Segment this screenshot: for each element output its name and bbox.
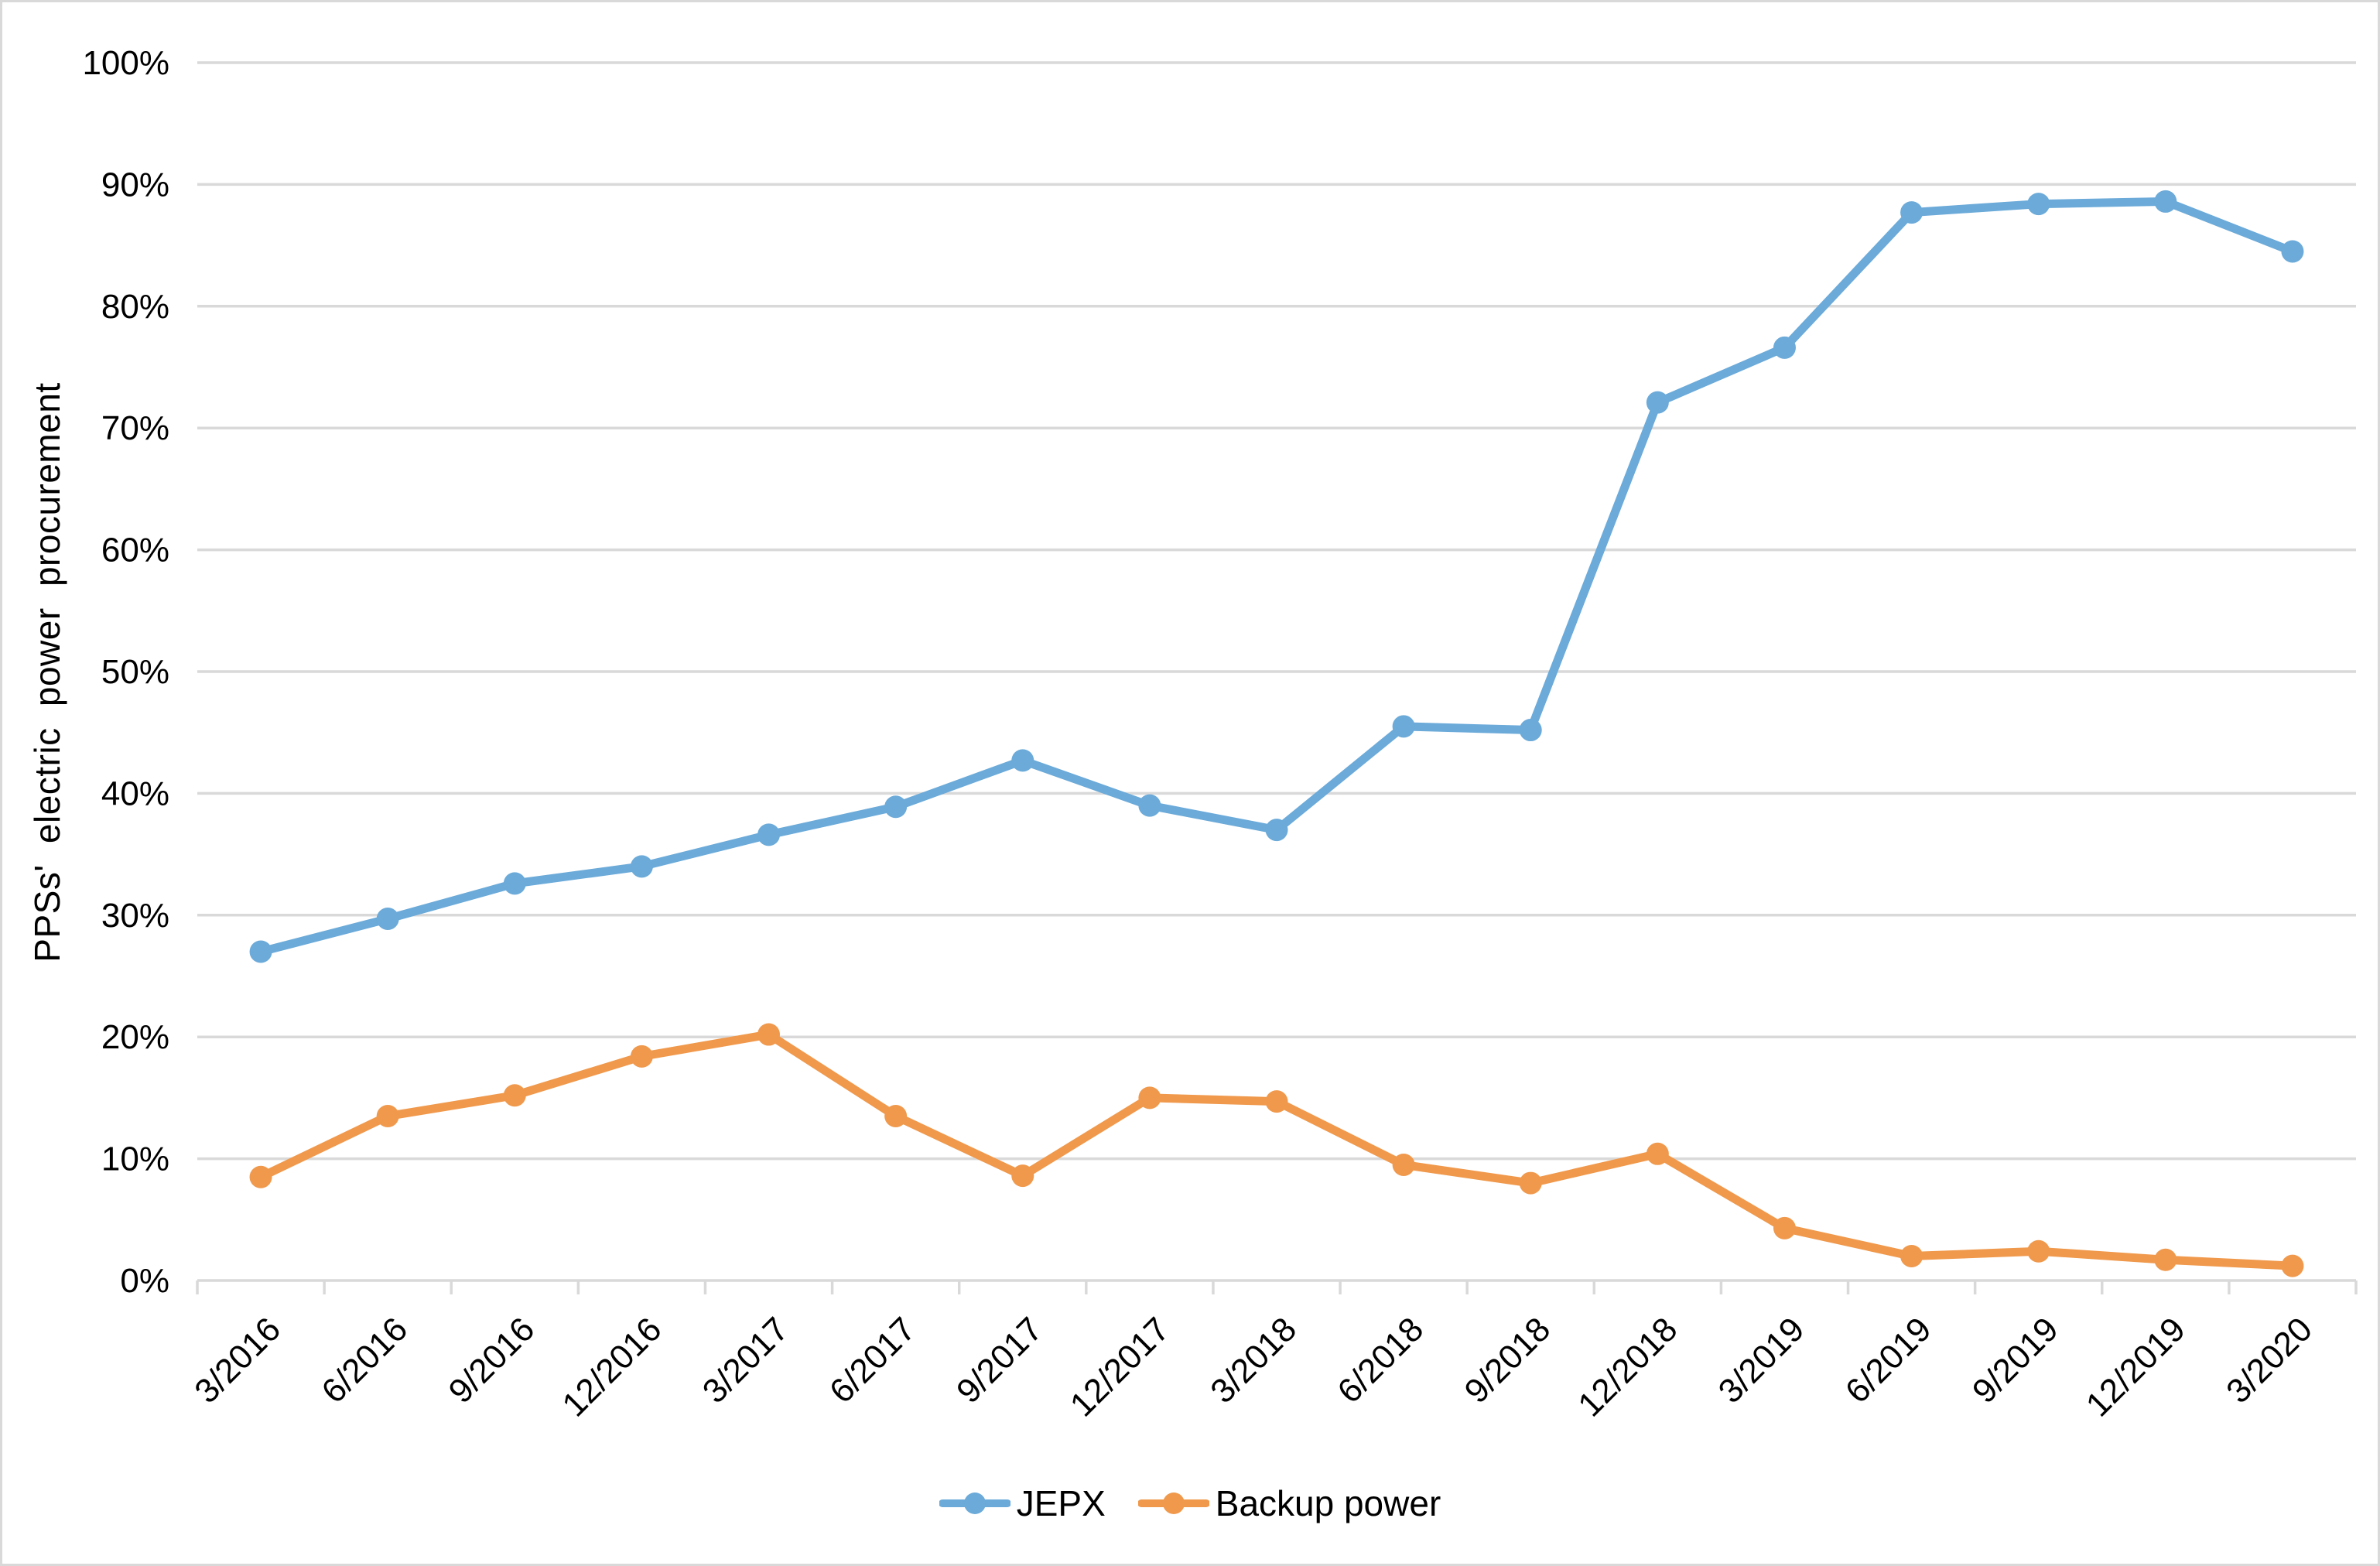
backup-power-point <box>2027 1239 2050 1263</box>
jepx-point <box>884 795 908 819</box>
backup-power-point <box>249 1165 272 1188</box>
x-axis-tick-label: 9/2019 <box>1965 1310 2066 1410</box>
y-axis-tick-label: 10% <box>101 1140 169 1178</box>
y-axis-tick-label: 70% <box>101 409 169 447</box>
x-axis-tick-label: 6/2017 <box>822 1310 923 1410</box>
x-axis-tick-label: 3/2020 <box>2219 1310 2320 1410</box>
x-axis-tick-label: 12/2016 <box>555 1310 669 1424</box>
x-axis-tick-label: 12/2018 <box>1571 1310 1684 1424</box>
x-axis-tick-label: 3/2018 <box>1203 1310 1304 1410</box>
legend: JEPX Backup power <box>2 1474 2378 1533</box>
backup-power-legend-marker-icon <box>1137 1492 1209 1514</box>
backup-power-point <box>1138 1086 1161 1110</box>
jepx-point <box>1773 336 1796 359</box>
y-axis-tick-label: 30% <box>101 897 169 935</box>
jepx-point <box>1392 715 1415 738</box>
x-axis-tick-label: 9/2017 <box>949 1310 1050 1410</box>
backup-power-point <box>630 1045 653 1068</box>
backup-power-point <box>2281 1254 2304 1277</box>
x-axis-tick-label: 6/2016 <box>314 1310 415 1410</box>
jepx-point <box>1265 819 1288 842</box>
backup-power-point <box>1011 1164 1034 1188</box>
y-axis-tick-label: 90% <box>101 166 169 203</box>
legend-label-backup-power: Backup power <box>1215 1483 1441 1523</box>
jepx-point <box>1519 719 1542 742</box>
legend-item-jepx: JEPX <box>939 1482 1106 1524</box>
backup-power-point <box>884 1105 908 1128</box>
x-axis-tick-label: 12/2017 <box>1063 1310 1177 1424</box>
backup-power-line <box>256 1030 2297 1270</box>
jepx-point <box>1900 201 1923 224</box>
jepx-point <box>1011 749 1034 772</box>
jepx-legend-marker-icon <box>939 1492 1010 1514</box>
jepx-point <box>757 823 781 846</box>
backup-power-point <box>1392 1153 1415 1176</box>
jepx-point <box>630 855 653 878</box>
x-axis-tick-label: 6/2018 <box>1330 1310 1431 1410</box>
y-axis-tick-label: 50% <box>101 653 169 691</box>
y-axis-tick-label: 0% <box>120 1262 169 1300</box>
x-axis-tick-label: 9/2016 <box>442 1310 542 1410</box>
jepx-point <box>249 940 272 963</box>
jepx-point <box>503 872 526 895</box>
x-axis-tick-label: 3/2017 <box>696 1310 796 1410</box>
jepx-point <box>376 908 399 931</box>
backup-power-point <box>376 1105 399 1128</box>
legend-label-jepx: JEPX <box>1016 1483 1106 1523</box>
backup-power-point <box>503 1084 526 1107</box>
x-axis-tick-label: 12/2019 <box>2079 1310 2193 1424</box>
x-axis-tick-label: 3/2019 <box>1711 1310 1812 1410</box>
y-axis-tick-label: 100% <box>82 44 169 82</box>
backup-power-point <box>1646 1142 1669 1165</box>
jepx-point <box>2027 193 2050 216</box>
backup-power-point <box>1265 1090 1288 1113</box>
jepx-point <box>2154 190 2177 213</box>
backup-power-point <box>1773 1216 1796 1239</box>
jepx-point <box>1138 794 1161 817</box>
y-axis-tick-label: 60% <box>101 532 169 569</box>
x-axis-tick-label: 9/2018 <box>1457 1310 1558 1410</box>
backup-power-point <box>2154 1248 2177 1271</box>
x-axis-tick-label: 6/2019 <box>1838 1310 1939 1410</box>
x-axis-tick-label: 3/2016 <box>187 1310 288 1410</box>
y-axis-tick-label: 20% <box>101 1018 169 1056</box>
legend-item-backup-power: Backup power <box>1137 1482 1441 1524</box>
y-axis-tick-label: 40% <box>101 774 169 812</box>
y-axis-tick-label: 80% <box>101 288 169 326</box>
backup-power-point <box>757 1023 781 1046</box>
jepx-point <box>2281 240 2304 263</box>
backup-power-point <box>1900 1245 1923 1268</box>
backup-power-point <box>1519 1171 1542 1195</box>
jepx-point <box>1646 391 1669 414</box>
y-axis-title: PPSs' electric power procurement <box>27 382 67 963</box>
